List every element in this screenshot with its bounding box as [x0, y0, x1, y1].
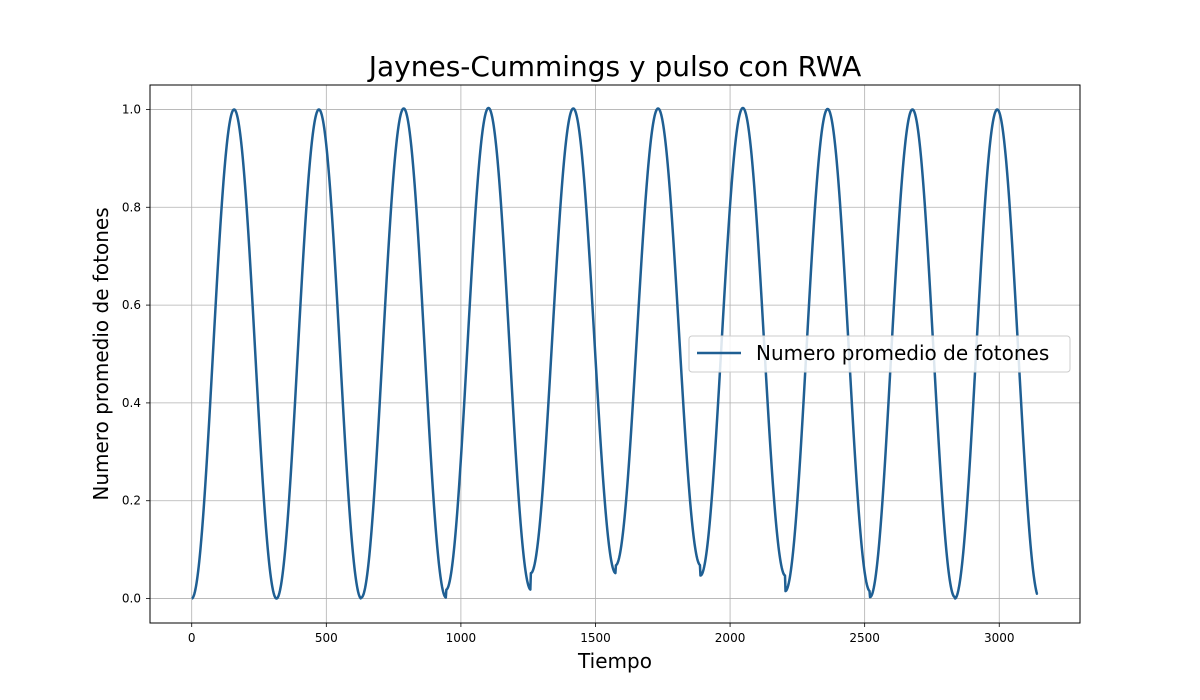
legend-label: Numero promedio de fotones — [756, 341, 1049, 365]
y-tick-label: 1.0 — [122, 102, 141, 116]
y-tick-label: 0.0 — [122, 592, 141, 606]
x-tick-label: 1500 — [580, 631, 611, 645]
y-tick-label: 0.8 — [122, 200, 141, 214]
y-axis-ticks: 0.0 0.2 0.4 0.6 0.8 1.0 — [122, 102, 150, 606]
legend: Numero promedio de fotones — [688, 335, 1071, 373]
y-tick-label: 0.6 — [122, 298, 141, 312]
series-line-photon-number — [191, 106, 1039, 600]
x-axis-ticks: 0 500 1000 1500 2000 2500 3000 — [188, 623, 1015, 645]
x-tick-label: 2000 — [715, 631, 746, 645]
x-tick-label: 500 — [315, 631, 338, 645]
y-tick-label: 0.4 — [122, 396, 141, 410]
plot-frame — [149, 84, 1081, 624]
legend-box — [688, 335, 1071, 373]
y-tick-label: 0.2 — [122, 494, 141, 508]
x-tick-label: 0 — [188, 631, 196, 645]
y-axis-label: Numero promedio de fotones — [89, 207, 113, 500]
x-axis-label: Tiempo — [577, 649, 652, 673]
x-tick-label: 3000 — [984, 631, 1015, 645]
x-tick-label: 1000 — [446, 631, 477, 645]
chart-title: Jaynes-Cummings y pulso con RWA — [367, 50, 861, 83]
x-tick-label: 2500 — [849, 631, 880, 645]
